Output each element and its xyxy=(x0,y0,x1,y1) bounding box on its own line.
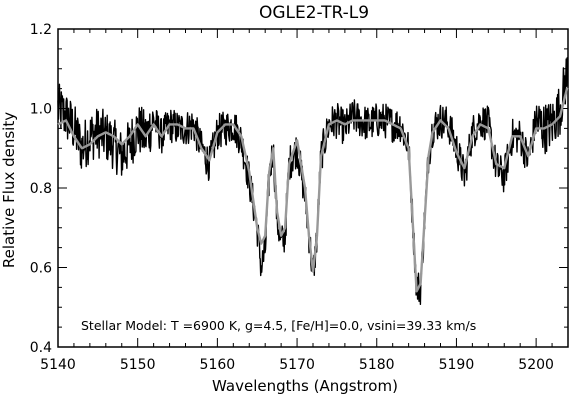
x-tick-label: 5150 xyxy=(120,357,156,373)
plot-frame xyxy=(57,28,569,348)
chart-annotation: Stellar Model: T =6900 K, g=4.5, [Fe/H]=… xyxy=(81,318,476,333)
x-tick-label: 5160 xyxy=(200,357,236,373)
x-tick-label: 5170 xyxy=(279,357,315,373)
x-axis-label: Wavelengths (Angstrom) xyxy=(212,377,398,395)
plot-area: 5140 5150 5160 5170 5180 5190 5200 0.4 0.6 0.8 1.… xyxy=(30,22,569,373)
y-tick-label: 0.8 xyxy=(30,181,52,197)
model-spectrum-line xyxy=(57,87,569,293)
x-tick-label: 5180 xyxy=(359,357,395,373)
series-layer xyxy=(57,57,569,305)
y-axis-ticks: 0.4 0.6 0.8 1.0 1.2 xyxy=(30,22,568,356)
y-axis-label: Relative Flux density xyxy=(0,112,18,268)
y-tick-label: 1.2 xyxy=(30,22,52,38)
x-axis-ticks: 5140 5150 5160 5170 5180 5190 5200 xyxy=(40,29,554,373)
y-tick-label: 0.6 xyxy=(30,261,52,277)
y-tick-label: 1.0 xyxy=(30,102,52,118)
x-tick-label: 5140 xyxy=(40,357,76,373)
y-tick-label: 0.4 xyxy=(30,340,52,356)
x-tick-label: 5190 xyxy=(439,357,475,373)
x-tick-label: 5200 xyxy=(518,357,554,373)
chart-title: OGLE2-TR-L9 xyxy=(259,3,369,23)
